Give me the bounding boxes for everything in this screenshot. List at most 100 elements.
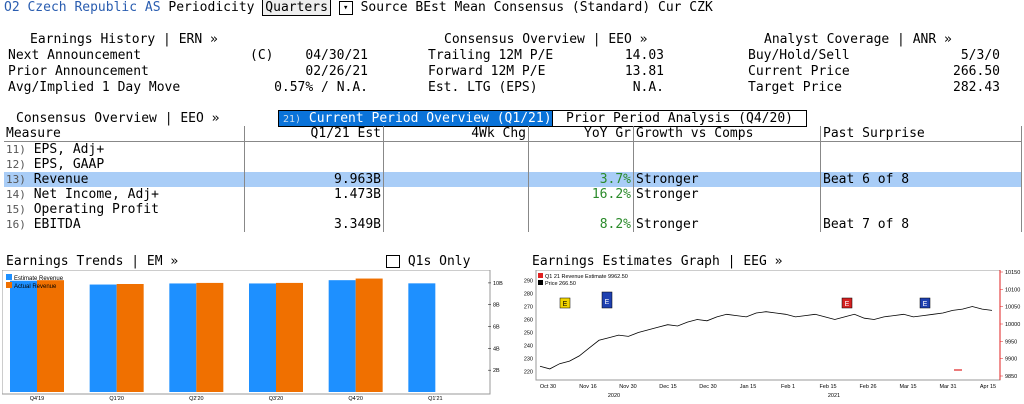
marker-icon[interactable]: [559, 297, 571, 309]
actual-bar[interactable]: [196, 282, 224, 392]
marker-icon[interactable]: [841, 297, 853, 309]
measure-name: EPS, GAAP: [33, 157, 105, 172]
actual-bar[interactable]: [276, 282, 303, 392]
next-announcement-label: Next Announcement: [8, 48, 142, 63]
marker-icon[interactable]: [919, 297, 931, 309]
current-price-value: 266.50: [953, 64, 1000, 79]
y-right-tick-label: 9950: [1005, 339, 1017, 345]
y-right-tick-label: 10100: [1005, 287, 1020, 293]
earnings-markers[interactable]: E E E E: [559, 291, 931, 309]
next-announcement-value: 04/30/21: [305, 48, 368, 63]
col-yoy[interactable]: YoY Gr: [528, 126, 634, 142]
table-row[interactable]: 16) EBITDA 3.349B 8.2% Stronger Beat 7 of 8: [4, 217, 1022, 232]
measure-name: Revenue: [33, 172, 89, 187]
y-left-tick-label: 260: [524, 318, 533, 324]
y-left-tick-label: 290: [524, 279, 533, 285]
avg-move-label: Avg/Implied 1 Day Move: [8, 80, 181, 95]
checkbox-icon[interactable]: [386, 255, 400, 268]
periodicity-select[interactable]: Quarters: [262, 0, 331, 16]
avg-move-value: 0.57% / N.A.: [274, 80, 368, 95]
target-price-label: Target Price: [748, 80, 842, 95]
est-ltg-label: Est. LTG (EPS): [428, 80, 538, 95]
estimate-bar[interactable]: [328, 280, 356, 392]
x-tick-label: Apr 15: [980, 384, 996, 390]
price-line: [539, 306, 993, 370]
y-left-tick-label: 280: [524, 292, 533, 298]
actual-bar[interactable]: [355, 278, 383, 392]
forward-pe-label: Forward 12M P/E: [428, 64, 546, 79]
year-label: 2020: [608, 393, 620, 399]
col-surprise[interactable]: Past Surprise: [820, 126, 1022, 142]
tab-prior-period[interactable]: Prior Period Analysis (Q4/20): [552, 110, 807, 127]
measure-name: Operating Profit: [33, 202, 159, 217]
analyst-coverage-title[interactable]: Analyst Coverage | ANR »: [764, 32, 952, 47]
company-name[interactable]: O2 Czech Republic AS: [4, 0, 161, 15]
current-price-label: Current Price: [748, 64, 850, 79]
consensus-box-title[interactable]: Consensus Overview | EEO »: [444, 32, 648, 47]
trends-x-axis: Q4'19 Q1'20 Q2'20 Q3'20 Q4'20 Q1'21: [30, 396, 443, 402]
target-price-value: 282.43: [953, 80, 1000, 95]
x-tick-label: Feb 26: [859, 384, 876, 390]
x-tick-label: Feb 15: [819, 384, 836, 390]
estimate-bar[interactable]: [10, 280, 37, 392]
next-announcement-flag: (C): [250, 48, 274, 63]
table-row[interactable]: 11) EPS, Adj+: [4, 141, 1022, 157]
y-left-tick-label: 240: [524, 344, 533, 350]
estimate-bar[interactable]: [169, 283, 197, 392]
x-tick-label: Q2'20: [189, 396, 204, 402]
eeg-legend: Q1 21 Revenue Estimate 9962.50 Price 266…: [538, 273, 628, 287]
x-tick-label: Nov 30: [619, 384, 636, 390]
y-right-tick-label: 9900: [1005, 357, 1017, 363]
y-left-tick-label: 220: [524, 370, 533, 376]
estimates-graph: 220 230 240 250 260 270 280 290 9850 9900 9950 100…: [524, 270, 1020, 399]
svg-text:E: E: [605, 299, 610, 306]
prior-announcement-label: Prior Announcement: [8, 64, 149, 79]
svg-text:E: E: [563, 301, 568, 308]
periodicity-label: Periodicity: [168, 0, 255, 15]
x-tick-label: Dec 15: [659, 384, 676, 390]
estimate-bar[interactable]: [89, 284, 117, 392]
trends-y-axis: 2B 4B 6B 8B 10B: [488, 281, 503, 374]
x-tick-label: Q4'20: [348, 396, 363, 402]
estimate-bar[interactable]: [408, 283, 436, 392]
actual-bar[interactable]: [37, 280, 64, 392]
chevron-down-icon[interactable]: ▾: [338, 0, 353, 15]
earnings-history-title[interactable]: Earnings History | ERN »: [30, 32, 218, 47]
col-growth[interactable]: Growth vs Comps: [633, 126, 821, 142]
table-row-selected[interactable]: 13) Revenue 9.963B 3.7% Stronger Beat 6 of …: [4, 172, 1022, 187]
source-text: Source BEst Mean Consensus (Standard) Cu…: [360, 0, 713, 15]
measure-name: EPS, Adj+: [33, 142, 105, 157]
y-tick-label: 2B: [493, 368, 500, 374]
header-bar: O2 Czech Republic AS Periodicity Quarter…: [4, 0, 713, 16]
table-row[interactable]: 12) EPS, GAAP: [4, 157, 1022, 172]
marker-icon[interactable]: [601, 291, 613, 309]
trends-bars: [10, 278, 436, 392]
x-tick-label: Mar 31: [939, 384, 956, 390]
trailing-pe-value: 14.03: [624, 48, 664, 63]
estimate-bar[interactable]: [249, 283, 276, 392]
x-tick-label: Q3'20: [269, 396, 284, 402]
x-tick-label: Oct 30: [540, 384, 556, 390]
eeg-right-axis: 9850 9900 9950 10000 10050 10100 10150: [1000, 270, 1020, 380]
x-tick-label: Q1'20: [109, 396, 124, 402]
table-header-row: Measure Q1/21 Est 4Wk Chg YoY Gr Growth …: [4, 126, 1022, 142]
measure-name: EBITDA: [33, 217, 81, 232]
actual-bar[interactable]: [116, 284, 144, 392]
svg-text:E: E: [923, 301, 928, 308]
table-row[interactable]: 15) Operating Profit: [4, 202, 1022, 217]
y-left-tick-label: 250: [524, 331, 533, 337]
consensus-section-title[interactable]: Consensus Overview | EEO »: [16, 111, 220, 126]
svg-text:E: E: [845, 301, 850, 308]
q1s-only-toggle[interactable]: Q1s Only: [386, 254, 470, 269]
col-est[interactable]: Q1/21 Est: [244, 126, 384, 142]
y-tick-label: 6B: [493, 325, 500, 331]
eeg-left-axis: 220 230 240 250 260 270 280 290: [524, 279, 533, 376]
table-row[interactable]: 14) Net Income, Adj+ 1.473B 16.2% Stronger: [4, 187, 1022, 202]
estimates-graph-title[interactable]: Earnings Estimates Graph | EEG »: [532, 254, 783, 269]
col-measure[interactable]: Measure: [4, 126, 245, 142]
earnings-trends-title[interactable]: Earnings Trends | EM »: [6, 254, 179, 269]
y-right-tick-label: 9850: [1005, 374, 1017, 380]
col-4wk[interactable]: 4Wk Chg: [383, 126, 529, 142]
buy-hold-sell-label: Buy/Hold/Sell: [748, 48, 850, 63]
tab-current-period[interactable]: 21) Current Period Overview (Q1/21): [278, 110, 557, 127]
